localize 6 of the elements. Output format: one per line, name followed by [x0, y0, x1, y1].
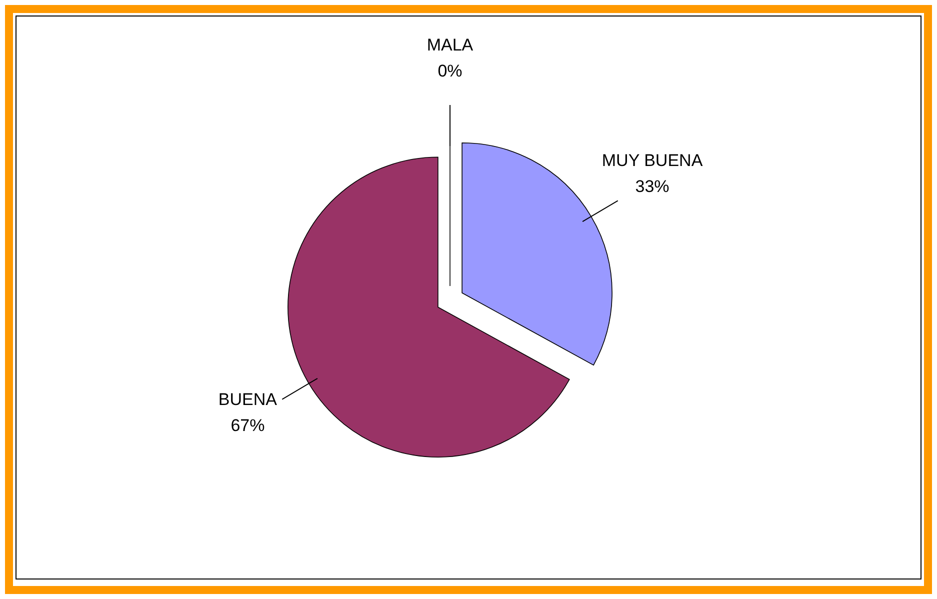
text: 0%	[438, 61, 462, 80]
slice-label: MUY BUENA	[602, 150, 704, 170]
data-label: 67%	[230, 416, 265, 436]
category-label: MALA	[426, 35, 474, 54]
slice-label: BUENA	[218, 390, 278, 410]
data-label: 33%	[635, 176, 670, 196]
